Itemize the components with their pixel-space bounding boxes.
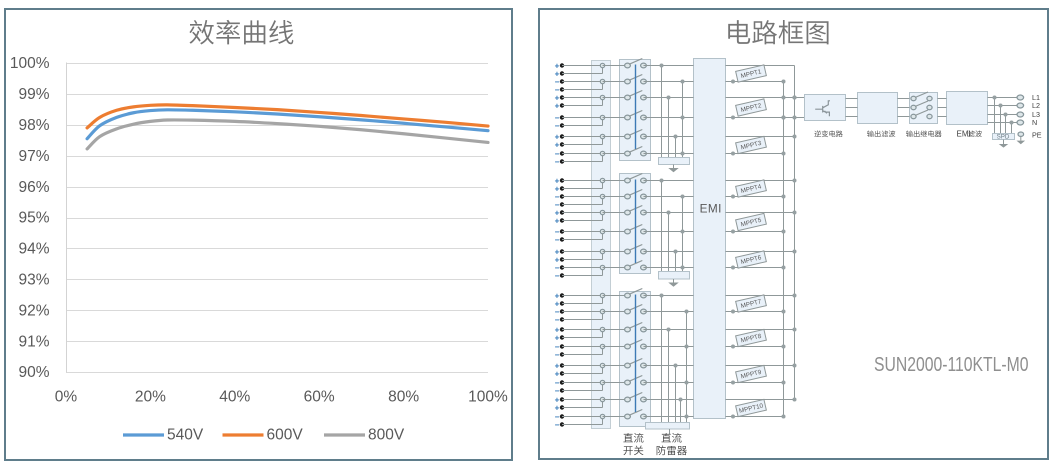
svg-text:−: −: [555, 85, 560, 94]
svg-text:MPPT5: MPPT5: [740, 217, 763, 229]
svg-text:−: −: [555, 263, 560, 272]
svg-text:N: N: [1032, 118, 1037, 127]
svg-text:90%: 90%: [18, 364, 49, 381]
svg-text:+: +: [555, 369, 560, 378]
svg-text:EMI: EMI: [957, 130, 971, 139]
svg-text:PE: PE: [1032, 131, 1042, 140]
svg-text:EMI: EMI: [700, 202, 722, 216]
svg-text:−: −: [555, 77, 560, 86]
svg-text:+: +: [555, 101, 560, 110]
svg-text:+: +: [555, 132, 560, 141]
svg-text:+: +: [555, 93, 560, 102]
svg-text:+: +: [555, 299, 560, 308]
svg-text:20%: 20%: [135, 388, 166, 405]
svg-text:−: −: [555, 227, 560, 236]
svg-text:L3: L3: [1032, 110, 1040, 119]
svg-text:99%: 99%: [18, 86, 49, 103]
svg-text:−: −: [555, 307, 560, 316]
svg-text:−: −: [555, 420, 560, 429]
svg-text:MPPT9: MPPT9: [740, 369, 763, 381]
svg-text:−: −: [555, 121, 560, 130]
svg-text:+: +: [555, 61, 560, 70]
svg-text:−: −: [555, 157, 560, 166]
svg-text:−: −: [555, 200, 560, 209]
svg-text:800V: 800V: [368, 427, 405, 444]
svg-text:−: −: [555, 378, 560, 387]
svg-text:91%: 91%: [18, 333, 49, 350]
svg-text:100%: 100%: [10, 55, 50, 72]
svg-text:−: −: [555, 192, 560, 201]
svg-text:MPPT7: MPPT7: [740, 298, 763, 310]
svg-text:+: +: [555, 176, 560, 185]
svg-text:−: −: [555, 350, 560, 359]
svg-text:−: −: [555, 386, 560, 395]
svg-text:98%: 98%: [18, 117, 49, 134]
svg-text:540V: 540V: [167, 427, 204, 444]
svg-text:+: +: [555, 216, 560, 225]
svg-text:+: +: [555, 291, 560, 300]
svg-text:MPPT4: MPPT4: [740, 183, 763, 195]
svg-text:+: +: [555, 403, 560, 412]
svg-text:92%: 92%: [18, 302, 49, 319]
svg-text:+: +: [555, 395, 560, 404]
svg-text:95%: 95%: [18, 210, 49, 227]
svg-text:−: −: [555, 315, 560, 324]
svg-text:+: +: [555, 140, 560, 149]
svg-text:−: −: [555, 412, 560, 421]
svg-text:0%: 0%: [55, 388, 78, 405]
svg-text:MPPT6: MPPT6: [740, 254, 763, 266]
svg-text:+: +: [555, 325, 560, 334]
svg-text:SPD: SPD: [997, 133, 1010, 140]
svg-text:MPPT8: MPPT8: [740, 333, 763, 345]
svg-text:94%: 94%: [18, 241, 49, 258]
svg-text:−: −: [555, 235, 560, 244]
svg-text:MPPT1: MPPT1: [740, 68, 763, 80]
svg-text:60%: 60%: [304, 388, 335, 405]
svg-text:80%: 80%: [388, 388, 419, 405]
svg-text:40%: 40%: [219, 388, 250, 405]
svg-text:96%: 96%: [18, 179, 49, 196]
svg-text:−: −: [555, 271, 560, 280]
svg-text:100%: 100%: [468, 388, 508, 405]
svg-text:MPPT3: MPPT3: [740, 140, 763, 152]
svg-text:−: −: [555, 149, 560, 158]
svg-text:+: +: [555, 255, 560, 264]
svg-text:+: +: [555, 184, 560, 193]
svg-text:93%: 93%: [18, 272, 49, 289]
svg-text:600V: 600V: [267, 427, 304, 444]
svg-text:+: +: [555, 361, 560, 370]
svg-text:+: +: [555, 208, 560, 217]
svg-text:−: −: [555, 342, 560, 351]
svg-text:97%: 97%: [18, 148, 49, 165]
svg-text:−: −: [555, 113, 560, 122]
svg-text:+: +: [555, 333, 560, 342]
svg-text:SUN2000-110KTL-M0: SUN2000-110KTL-M0: [874, 353, 1029, 376]
svg-text:+: +: [555, 247, 560, 256]
svg-text:L2: L2: [1032, 101, 1040, 110]
svg-text:L1: L1: [1032, 93, 1040, 102]
svg-text:MPPT2: MPPT2: [740, 102, 763, 114]
svg-text:+: +: [555, 69, 560, 78]
